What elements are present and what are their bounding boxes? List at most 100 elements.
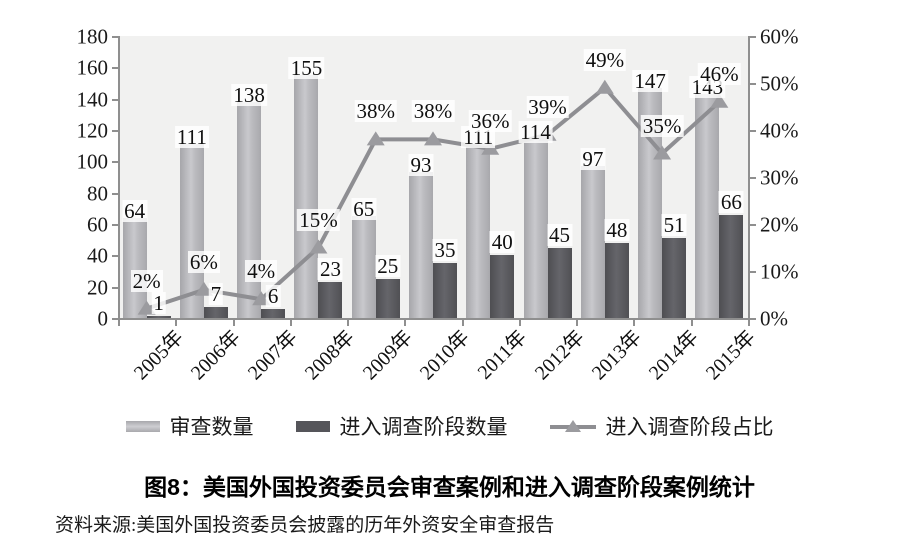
right-axis-tick (748, 36, 756, 38)
bar-review-count-2012年 (523, 139, 548, 318)
data-label-ratio-2015年: 46% (698, 61, 741, 86)
bar-investigation-count-2015年 (719, 214, 744, 318)
ratio-marker-2009年 (366, 131, 385, 146)
x-axis-tick (118, 318, 120, 326)
left-axis-tick (112, 98, 118, 101)
right-axis-tick-label: 50% (760, 71, 799, 96)
left-axis-tick-label: 120 (76, 118, 109, 143)
bar-investigation-count-2009年 (375, 278, 400, 318)
data-label-ratio-2013年: 49% (583, 47, 627, 72)
data-label-investigation-count-2005年: 1 (151, 291, 166, 316)
bar-investigation-count-2011年 (490, 255, 515, 318)
data-label-ratio-2009年: 38% (354, 99, 397, 124)
right-axis-tick (748, 271, 756, 273)
bar-investigation-count-2007年 (261, 308, 286, 318)
data-label-review-count-2006年: 111 (174, 125, 209, 150)
legend-swatch-light-bar-icon (125, 420, 160, 432)
data-label-review-count-2005年: 64 (122, 198, 148, 223)
x-axis-tick (633, 318, 636, 326)
legend-label-investigation-ratio: 进入调查阶段占比 (605, 415, 774, 439)
right-axis-tick (748, 130, 756, 132)
data-label-review-count-2007年: 138 (231, 82, 267, 107)
data-label-investigation-count-2007年: 6 (265, 283, 281, 308)
bar-investigation-count-2012年 (547, 247, 572, 318)
left-axis-tick (112, 255, 118, 258)
right-axis-tick-label: 0% (760, 306, 788, 331)
data-label-investigation-count-2013年: 48 (604, 217, 630, 242)
bar-investigation-count-2005年 (146, 316, 171, 318)
left-axis-tick (112, 130, 118, 132)
figure-title: 图8：美国外国投资委员会审查案例和进入调查阶段案例统计 (144, 474, 755, 500)
bar-investigation-count-2006年 (203, 307, 228, 318)
left-axis-tick-label: 160 (76, 55, 109, 80)
left-axis-tick (112, 192, 118, 195)
data-label-investigation-count-2014年: 51 (661, 213, 687, 238)
left-axis-tick (112, 36, 118, 38)
left-axis-line (118, 36, 120, 320)
left-axis-tick (112, 224, 118, 226)
bar-review-count-2010年 (409, 172, 433, 318)
data-label-investigation-count-2010年: 35 (432, 238, 458, 263)
legend-item-review-count: 审查数量 (125, 411, 254, 441)
x-axis-tick (576, 318, 579, 326)
data-label-review-count-2009年: 65 (351, 197, 377, 222)
legend-label-investigation-count: 进入调查阶段数量 (339, 415, 508, 439)
data-label-ratio-2006年: 6% (187, 249, 220, 274)
bar-review-count-2009年 (351, 216, 376, 318)
data-label-investigation-count-2006年: 7 (208, 282, 224, 307)
left-axis-tick (112, 161, 118, 164)
ratio-marker-2010年 (424, 131, 442, 146)
data-label-review-count-2008年: 155 (288, 56, 325, 81)
data-label-ratio-2005年: 2% (130, 268, 163, 293)
right-axis-tick-label: 30% (760, 165, 799, 190)
bar-review-count-2005年 (122, 217, 147, 318)
ratio-marker-2015年 (710, 93, 729, 108)
data-label-review-count-2014年: 147 (632, 68, 668, 93)
right-axis-tick (748, 177, 756, 179)
x-axis-tick (175, 318, 178, 326)
x-axis-tick (404, 318, 407, 326)
left-axis-tick (112, 318, 118, 320)
right-axis-tick-label: 60% (760, 24, 799, 49)
left-axis-tick-label: 60 (87, 212, 108, 237)
right-axis-tick (748, 318, 756, 320)
data-label-investigation-count-2008年: 23 (317, 256, 343, 281)
data-label-investigation-count-2012年: 45 (547, 222, 573, 247)
right-axis-tick (748, 224, 756, 226)
left-axis-tick (112, 67, 118, 70)
left-axis-tick-label: 140 (76, 87, 109, 112)
data-label-ratio-2010年: 38% (411, 99, 455, 124)
x-axis-tick (518, 318, 521, 326)
bar-review-count-2011年 (466, 144, 491, 318)
legend-label-review-count: 审查数量 (169, 415, 254, 439)
ratio-marker-2008年 (309, 239, 328, 254)
ratio-marker-2014年 (653, 145, 672, 160)
left-axis-tick-label: 100 (76, 149, 109, 174)
data-label-ratio-2007年: 4% (245, 259, 278, 284)
legend-item-investigation-count: 进入调查阶段数量 (295, 411, 508, 441)
data-label-investigation-count-2015年: 66 (718, 189, 744, 214)
bar-review-count-2015年 (695, 93, 720, 318)
bar-investigation-count-2014年 (662, 238, 687, 318)
source-note: 资料来源:美国外国投资委员会披露的历年外资安全审查报告 (55, 515, 555, 536)
x-axis-tick (748, 318, 750, 326)
ratio-marker-2006年 (194, 281, 213, 296)
data-label-ratio-2014年: 35% (640, 113, 684, 138)
left-axis-tick-label: 20 (87, 275, 108, 300)
data-label-ratio-2011年: 36% (469, 108, 512, 133)
chart-legend: 审查数量 进入调查阶段数量 进入调查阶段占比 (0, 408, 899, 444)
left-axis-tick-label: 80 (87, 181, 108, 206)
legend-item-investigation-ratio: 进入调查阶段占比 (549, 411, 774, 441)
bar-investigation-count-2013年 (604, 242, 629, 318)
data-label-review-count-2013年: 97 (580, 147, 606, 172)
left-axis-tick-label: 180 (76, 24, 109, 49)
bar-investigation-count-2008年 (318, 281, 343, 318)
data-label-ratio-2012年: 39% (526, 94, 569, 119)
x-axis-tick (690, 318, 693, 326)
left-axis-tick (112, 286, 118, 289)
bar-review-count-2013年 (580, 166, 605, 318)
data-label-review-count-2010年: 93 (408, 153, 434, 178)
right-axis-tick-label: 10% (760, 259, 799, 284)
